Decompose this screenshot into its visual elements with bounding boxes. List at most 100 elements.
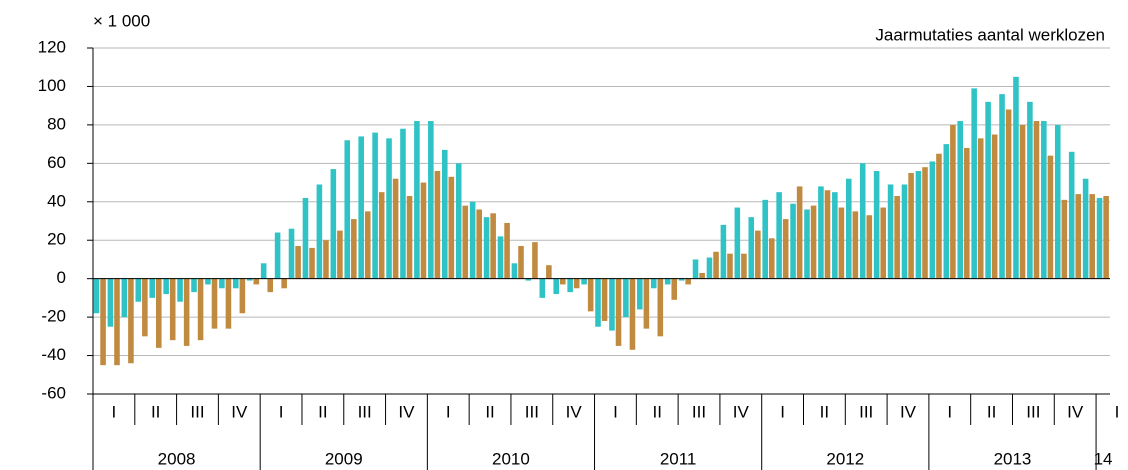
bar	[824, 190, 831, 279]
bar	[330, 169, 337, 279]
bar	[386, 138, 392, 279]
bar	[441, 149, 448, 279]
bar	[205, 278, 211, 285]
quarter-label: II	[151, 402, 160, 421]
bar	[560, 278, 566, 285]
bar	[748, 217, 755, 279]
bar	[643, 278, 650, 329]
bar	[406, 196, 413, 279]
bar	[991, 134, 998, 279]
bar	[922, 167, 928, 279]
y-tick-label: -60	[41, 383, 66, 402]
bar	[518, 245, 524, 279]
quarter-label: II	[318, 402, 327, 421]
bar	[246, 278, 253, 281]
quarter-label: II	[820, 402, 829, 421]
bar	[392, 178, 399, 279]
bar	[414, 121, 420, 279]
bar	[288, 228, 295, 279]
bar	[351, 219, 357, 279]
bar	[155, 278, 162, 348]
y-tick-label: -40	[41, 345, 66, 364]
bar	[260, 263, 267, 279]
quarter-label: IV	[231, 402, 248, 421]
bar	[637, 278, 643, 310]
bar	[163, 278, 169, 295]
bar	[1027, 101, 1033, 279]
bar	[128, 278, 134, 364]
bar	[183, 278, 190, 346]
bar	[364, 211, 371, 279]
bar	[469, 201, 476, 279]
quarter-label: III	[358, 402, 372, 421]
bar	[810, 205, 817, 279]
bar	[894, 196, 900, 279]
quarter-label: III	[190, 402, 204, 421]
bar	[678, 278, 685, 281]
bar	[253, 278, 260, 285]
bar	[887, 184, 894, 279]
bar	[908, 172, 914, 279]
bar	[1068, 151, 1075, 279]
bar	[901, 184, 908, 279]
bar	[420, 182, 427, 279]
bar	[755, 230, 761, 279]
bar	[169, 278, 176, 341]
quarter-label: I	[780, 402, 785, 421]
bar	[567, 278, 573, 293]
bar	[859, 163, 866, 279]
bar	[525, 278, 532, 281]
bar	[790, 203, 796, 279]
bar	[776, 192, 782, 279]
bar	[601, 278, 608, 321]
bar	[587, 278, 594, 312]
bar	[428, 121, 434, 279]
bar	[546, 265, 552, 279]
bar	[302, 197, 309, 279]
bar	[1082, 178, 1089, 279]
bar	[832, 192, 838, 279]
bar	[483, 217, 490, 279]
bar	[957, 121, 964, 279]
quarter-label: III	[1026, 402, 1040, 421]
bar	[219, 278, 225, 289]
bar	[595, 278, 601, 327]
bar	[295, 245, 301, 279]
bar	[936, 153, 942, 279]
bar	[225, 278, 232, 329]
bar	[950, 124, 956, 279]
bar	[796, 186, 803, 279]
bar	[971, 88, 977, 279]
bar	[504, 222, 510, 279]
bar	[1103, 196, 1109, 279]
bar	[727, 253, 733, 279]
bar	[114, 278, 120, 366]
bar	[866, 215, 873, 279]
bar	[553, 278, 560, 295]
year-label: 14	[1094, 449, 1113, 468]
bar	[609, 278, 615, 331]
bar	[734, 207, 741, 279]
bar	[623, 278, 629, 318]
bar	[239, 278, 246, 314]
bar	[838, 207, 845, 279]
quarter-label: IV	[733, 402, 750, 421]
bar	[985, 101, 991, 279]
year-label: 2011	[660, 449, 697, 468]
bar	[692, 259, 699, 279]
y-tick-label: -20	[41, 307, 66, 326]
bar	[323, 240, 329, 279]
bar	[532, 242, 538, 279]
bar	[1033, 121, 1040, 279]
bar	[142, 278, 148, 337]
bar	[93, 278, 100, 314]
bar	[337, 230, 343, 279]
bar	[964, 147, 970, 279]
bar	[845, 178, 852, 279]
bar	[762, 199, 768, 279]
quarter-label: I	[947, 402, 952, 421]
bar	[671, 278, 678, 300]
bar	[511, 263, 518, 279]
bar	[782, 219, 789, 279]
